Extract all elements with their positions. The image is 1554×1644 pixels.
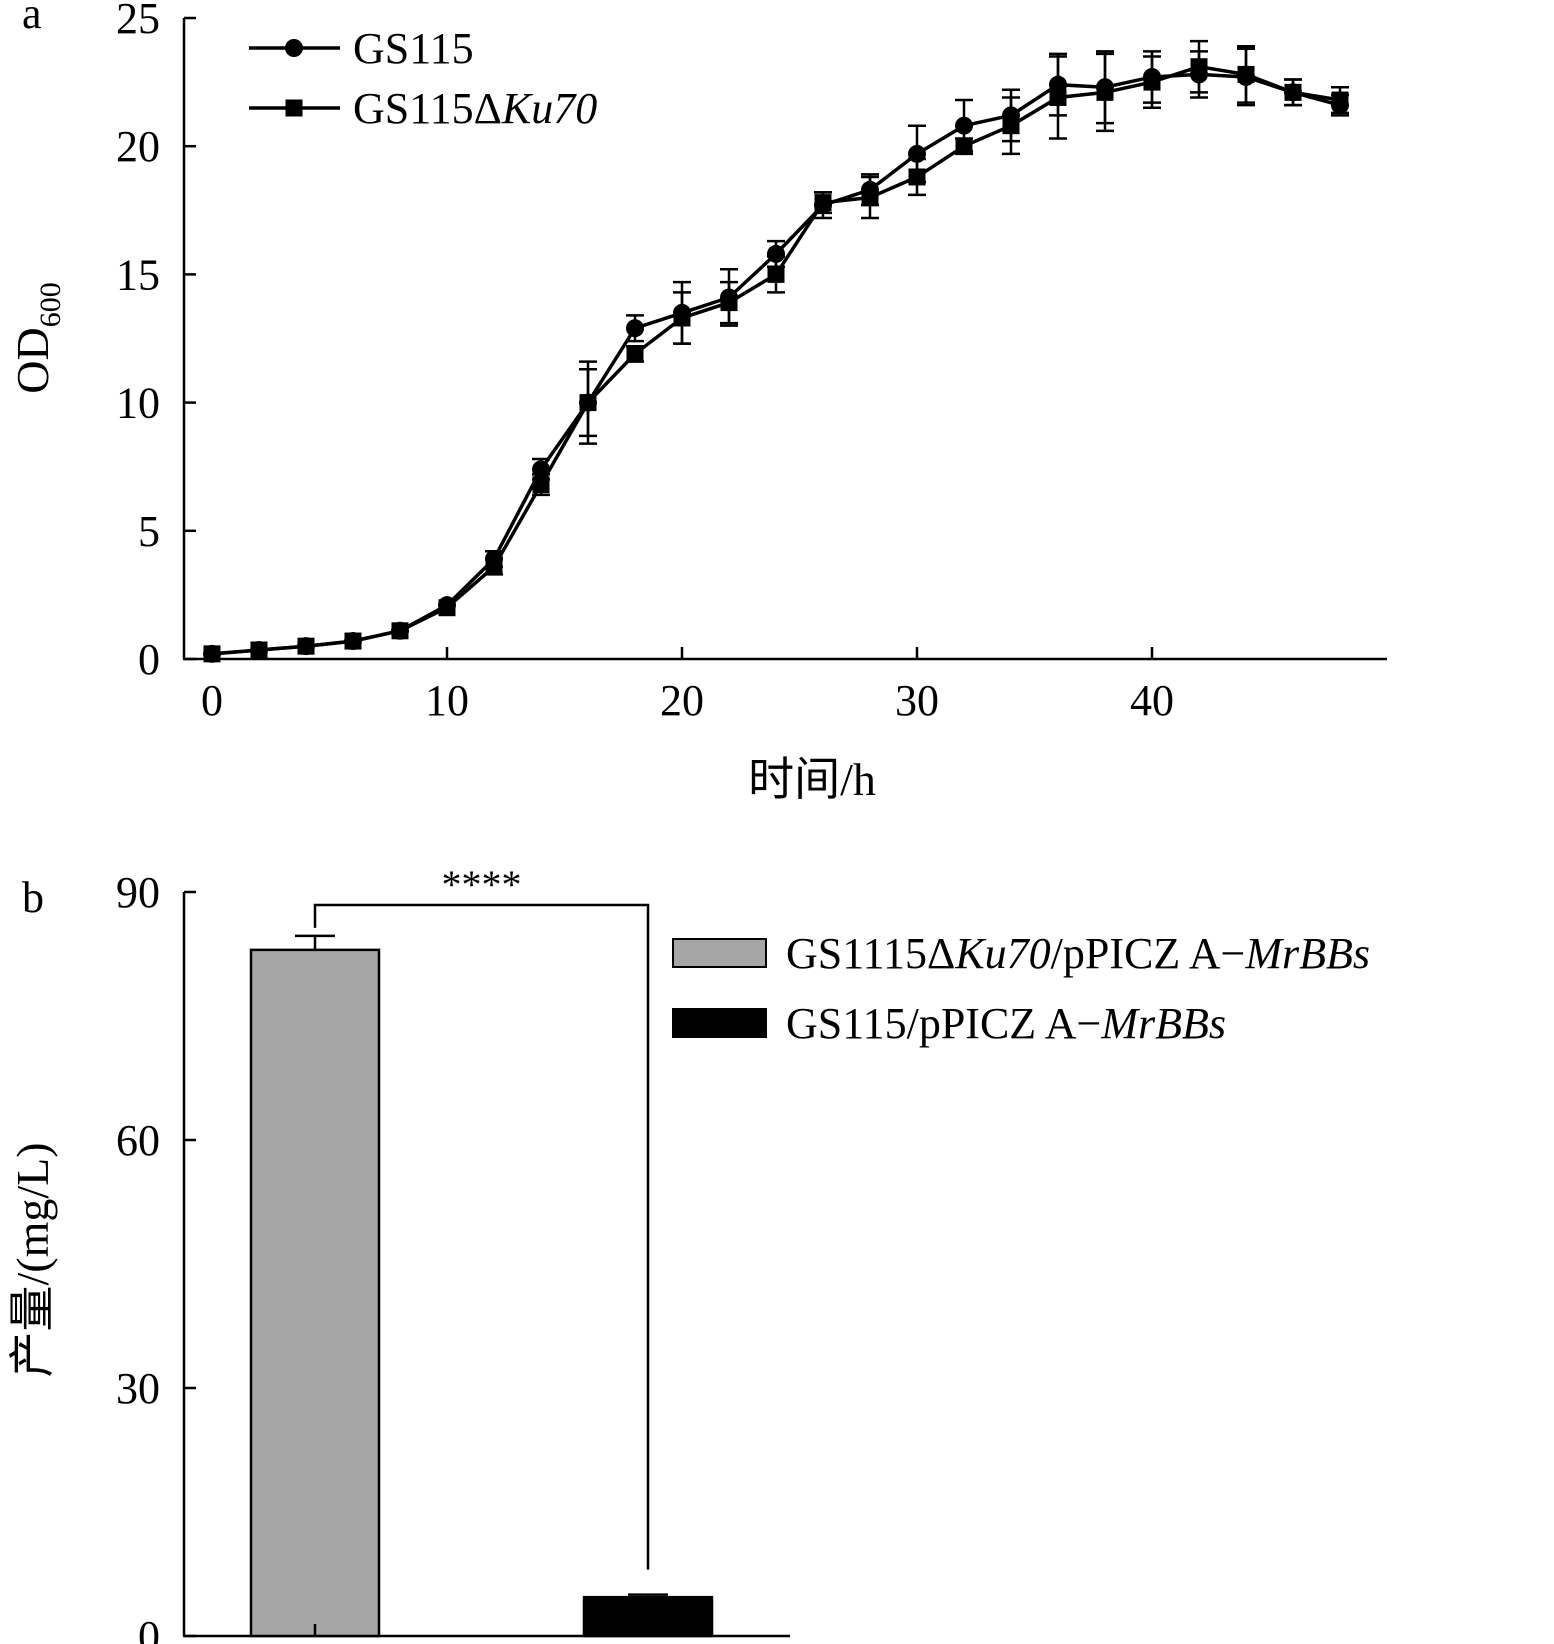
legend-text-part: GS115/pPICZ A− xyxy=(786,999,1101,1048)
svg-text:产量/(mg/L): 产量/(mg/L) xyxy=(7,1142,58,1377)
legend-marker xyxy=(285,99,303,117)
data-point xyxy=(626,319,644,338)
legend-entry: GS1115ΔKu70/pPICZ A−MrBBs xyxy=(672,929,1370,978)
panel-b-bars xyxy=(249,934,714,1638)
series-line xyxy=(211,72,1341,656)
data-point xyxy=(1331,91,1349,109)
data-point xyxy=(1049,88,1067,106)
data-point xyxy=(908,168,926,186)
data-point xyxy=(720,294,738,312)
legend-text-part: GS115Δ xyxy=(353,84,502,133)
legend-swatch xyxy=(672,1008,767,1038)
panel-a-y-ticks: 0 5 10 15 20 25 xyxy=(116,0,196,684)
series-gs115-dku70 xyxy=(203,39,1349,663)
svg-text:OD600: OD600 xyxy=(7,282,67,393)
legend-label: GS115 xyxy=(353,24,474,73)
data-point xyxy=(1143,73,1161,91)
bar xyxy=(249,948,381,1638)
data-point xyxy=(1190,58,1208,76)
x-tick-label: 10 xyxy=(425,676,469,725)
legend-entry: GS115ΔKu70 xyxy=(249,84,597,133)
data-point xyxy=(391,622,409,640)
data-point xyxy=(438,599,456,617)
y-tick-label: 30 xyxy=(116,1364,160,1413)
data-point xyxy=(1096,83,1114,101)
legend-text-part: Ku70 xyxy=(501,84,597,133)
x-tick-label: 20 xyxy=(660,676,704,725)
legend-text-part: MrBBs xyxy=(1100,999,1226,1048)
y-tick-label: 0 xyxy=(138,635,160,684)
y-tick-label: 10 xyxy=(116,379,160,428)
legend-text-part: GS1115Δ xyxy=(786,929,955,978)
y-tick-label: 60 xyxy=(116,1116,160,1165)
series-line xyxy=(211,64,1341,656)
panel-a-series xyxy=(203,39,1349,663)
legend-entry: GS115 xyxy=(249,24,474,73)
data-point xyxy=(1237,65,1255,83)
panel-a-y-axis-title: OD600 xyxy=(7,282,67,393)
data-point xyxy=(203,645,221,663)
x-tick-label: 40 xyxy=(1130,676,1174,725)
data-point xyxy=(485,558,503,576)
y-tick-label: 5 xyxy=(138,507,160,556)
data-point xyxy=(814,194,832,212)
panel-b-label: b xyxy=(22,873,44,922)
y-tick-label: 25 xyxy=(116,0,160,43)
data-point xyxy=(297,637,315,655)
legend-swatch xyxy=(672,938,767,968)
data-point xyxy=(955,116,973,135)
data-point xyxy=(1002,117,1020,135)
x-tick-label: 0 xyxy=(201,676,223,725)
data-point xyxy=(344,632,362,650)
panel-b-y-ticks: 0 30 60 90 xyxy=(116,868,196,1644)
data-point xyxy=(532,476,550,494)
y-tick-label: 20 xyxy=(116,122,160,171)
data-point xyxy=(955,137,973,155)
legend-label: GS115/pPICZ A−MrBBs xyxy=(786,999,1226,1048)
y-tick-label: 15 xyxy=(116,250,160,299)
legend-label: GS115ΔKu70 xyxy=(353,84,597,133)
panel-a-legend: GS115 GS115ΔKu70 xyxy=(249,24,597,133)
panel-b-y-axis-title: 产量/(mg/L) xyxy=(7,1142,58,1377)
legend-marker xyxy=(285,39,303,57)
data-point xyxy=(626,345,644,363)
panel-a-label: a xyxy=(22,0,42,38)
data-point xyxy=(1284,83,1302,101)
legend-entry: GS115/pPICZ A−MrBBs xyxy=(672,999,1226,1048)
panel-b-bar-chart: b 0 30 60 90 产量/(mg/L) **** GS1115ΔKu70/pPI… xyxy=(7,862,1370,1644)
y-tick-label: 0 xyxy=(138,1612,160,1644)
bar-group-gs115 xyxy=(582,1593,714,1638)
data-point xyxy=(767,244,785,263)
panel-a-x-axis-title: 时间/h xyxy=(748,754,876,805)
bar-group-dku70 xyxy=(249,934,381,1638)
panel-a-y-title-main: OD xyxy=(7,327,58,393)
data-point xyxy=(579,394,597,412)
legend-text-part: MrBBs xyxy=(1244,929,1370,978)
data-point xyxy=(767,265,785,283)
bracket-line xyxy=(313,903,650,1570)
data-point xyxy=(861,188,879,206)
y-tick-label: 90 xyxy=(116,868,160,917)
legend-text-part: GS115 xyxy=(353,24,474,73)
legend-text-part: Ku70 xyxy=(954,929,1050,978)
legend-label: GS1115ΔKu70/pPICZ A−MrBBs xyxy=(786,929,1370,978)
panel-a-x-ticks: 0 10 20 30 40 xyxy=(201,647,1174,725)
data-point xyxy=(673,309,691,327)
series-gs115 xyxy=(203,47,1349,663)
significance-stars: **** xyxy=(442,862,522,907)
x-tick-label: 30 xyxy=(895,676,939,725)
panel-a-y-title-sub: 600 xyxy=(34,282,67,327)
significance-bracket: **** xyxy=(313,862,650,1570)
data-point xyxy=(250,641,268,659)
legend-text-part: /pPICZ A− xyxy=(1051,929,1246,978)
